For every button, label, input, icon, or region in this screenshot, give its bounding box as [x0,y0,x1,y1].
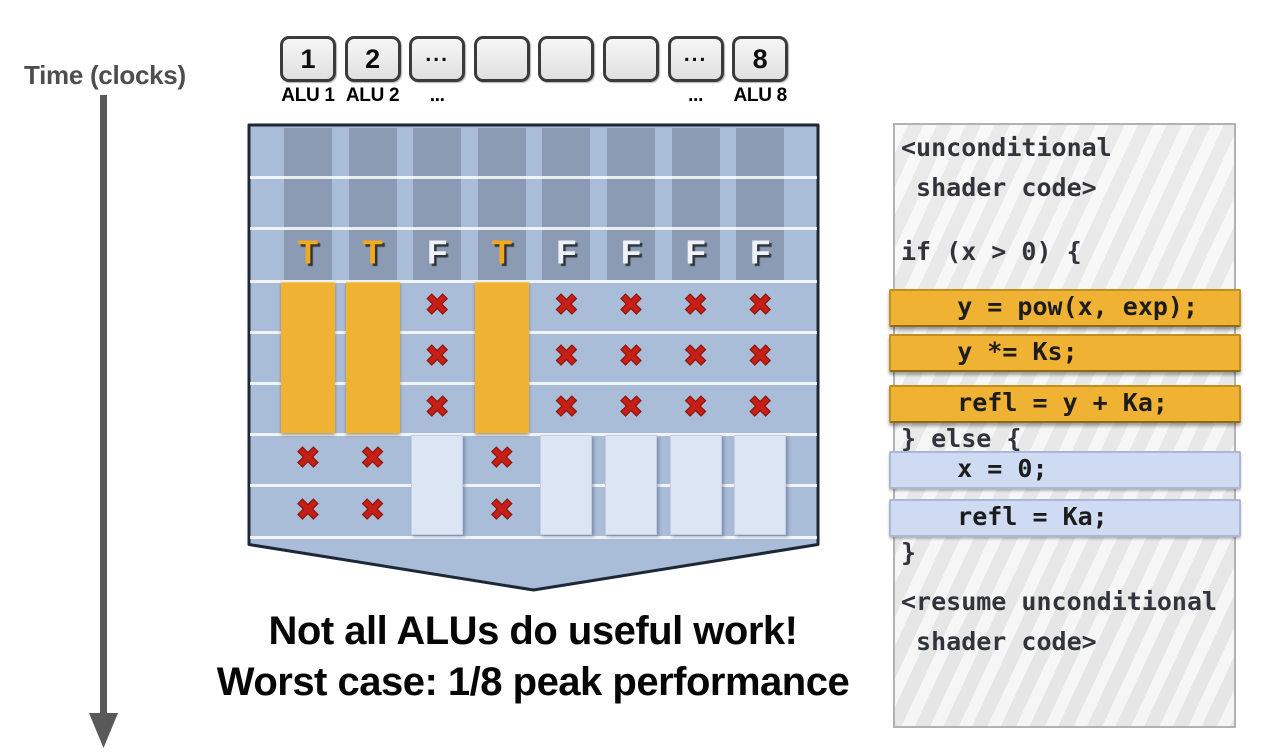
alu-name-label: ... [429,85,445,106]
caption-line-2: Worst case: 1/8 peak performance [216,660,850,704]
alu-box [603,36,659,82]
idle-op-bar [734,435,787,535]
alu-box: ... [667,36,724,82]
active-op-bar [281,282,335,433]
masked-op-x-icon: ✖ [295,492,321,528]
code-line: shader code> [901,627,1097,656]
masked-op-x-icon: ✖ [747,338,773,374]
alu-box [473,36,530,82]
code-line-highlight-if: refl = y + Ka; [889,385,1241,423]
code-line: } [901,538,917,567]
clock-gridline [250,227,817,230]
masked-op-x-icon: ✖ [553,287,579,323]
clock-gridline [250,484,817,487]
alu-box-label: 2 [365,43,381,74]
mask-letter: F [427,233,448,271]
code-line: <unconditional [901,133,1112,162]
code-line-highlight-if: y *= Ks; [889,334,1241,372]
alu-name-label: ... [688,85,704,106]
alu-box: 1 [280,36,336,82]
mask-letter: F [750,233,771,271]
code-line: <resume unconditional [901,587,1218,616]
masked-op-x-icon: ✖ [682,287,709,323]
alu-lane [607,128,655,280]
alu-lane [542,128,591,280]
mask-letter: T [362,233,383,271]
simd-clock-grid: T T F T F F F F ✖ ✖ ✖ ✖ ✖ ✖ ✖ ✖ ✖ ✖ ✖ ✖ ✖ ✖ ✖ ✖ ✖ ✖ ✖ ✖ ✖ [247,123,820,595]
masked-op-x-icon: ✖ [682,338,709,374]
active-op-bar [345,282,400,433]
masked-op-x-icon: ✖ [618,287,644,323]
alu-lane [477,128,526,280]
masked-op-x-icon: ✖ [489,492,515,528]
code-line: shader code> [901,173,1097,202]
mask-letter: F [556,233,577,271]
masked-op-x-icon: ✖ [747,389,773,425]
masked-op-x-icon: ✖ [424,338,450,374]
clock-gridline [250,433,817,436]
masked-op-x-icon: ✖ [618,389,644,425]
alu-box-label: 1 [300,43,316,74]
slide-caption: Not all ALUs do useful work! Worst case:… [197,606,869,708]
active-op-bar [474,282,529,433]
masked-op-x-icon: ✖ [359,492,386,528]
alu-box [538,36,595,82]
alu-lane [736,128,785,280]
alu-name-label: ALU 1 [281,85,335,106]
alu-lane [413,128,462,280]
idle-op-bar [605,435,657,535]
alu-box-label: ... [425,43,449,66]
caption-line-1: Not all ALUs do useful work! [268,609,799,653]
masked-op-x-icon: ✖ [553,389,579,425]
alu-name-label: ALU 8 [733,85,787,106]
code-line-highlight-else: x = 0; [889,451,1241,489]
code-line: if (x > 0) { [901,237,1082,266]
idle-op-bar [540,435,593,535]
masked-op-x-icon: ✖ [359,440,386,476]
masked-op-x-icon: ✖ [682,389,709,425]
code-line [895,211,1234,235]
masked-op-x-icon: ✖ [747,287,773,323]
masked-op-x-icon: ✖ [553,338,579,374]
clock-gridline [250,382,817,385]
mask-letter: T [491,233,512,271]
alu-name-label: ALU 2 [345,85,400,106]
alu-box: 8 [732,36,789,82]
alu-box-label: ... [683,43,708,66]
idle-op-bar [411,435,464,535]
clock-gridline [250,176,817,179]
masked-op-x-icon: ✖ [295,440,321,476]
shader-code-panel: <unconditional shader code> if (x > 0) { … [889,123,1241,728]
alu-box: 2 [344,36,401,82]
alu-box-label: 8 [752,43,768,74]
alu-box: ... [409,36,466,82]
clock-gridline [250,536,817,539]
alu-lane [348,128,397,280]
alu-lane [671,128,720,280]
masked-op-x-icon: ✖ [489,440,515,476]
mask-letter: F [620,233,642,271]
code-line-highlight-if: y = pow(x, exp); [889,289,1241,327]
mask-letter: F [685,233,706,271]
clock-gridline [250,280,817,283]
clock-gridline [250,331,817,334]
mask-letter: T [297,233,319,271]
code-line-highlight-else: refl = Ka; [889,499,1241,537]
idle-op-bar [669,435,722,535]
time-axis-label: Time (clocks) [24,60,186,90]
masked-op-x-icon: ✖ [424,389,450,425]
time-axis-arrow-icon [89,95,118,748]
masked-op-x-icon: ✖ [618,338,644,374]
alu-lane [284,128,332,280]
masked-op-x-icon: ✖ [424,287,450,323]
code-line: } else { [901,424,1022,453]
